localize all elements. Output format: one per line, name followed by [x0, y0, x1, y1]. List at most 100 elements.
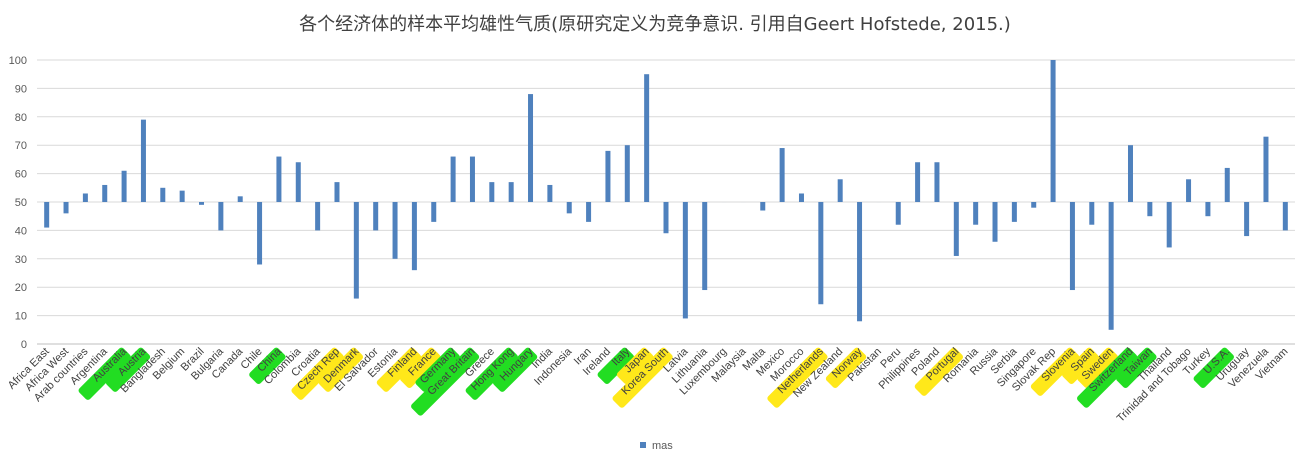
legend: mas — [640, 440, 673, 452]
bar-taiwan — [1147, 202, 1153, 217]
bar-netherlands — [818, 202, 824, 305]
legend-label: mas — [652, 440, 673, 452]
bar-korea-south — [663, 202, 669, 234]
bar-new-zealand — [837, 179, 843, 202]
highlight-sweden — [1077, 347, 1118, 388]
bar-iran — [586, 202, 592, 222]
y-tick-label: 0 — [21, 339, 27, 351]
legend-swatch — [640, 442, 646, 448]
bar-india — [547, 184, 553, 202]
bar-germany — [450, 156, 456, 202]
bar-el-salvador — [373, 202, 379, 231]
bar-great-britain — [469, 156, 475, 202]
bar-austria — [140, 119, 146, 202]
bar-switzerland — [1127, 145, 1133, 202]
y-tick-label: 60 — [15, 169, 27, 181]
bar-arab-countries — [82, 193, 88, 202]
bar-venezuela — [1263, 136, 1269, 202]
highlight-italy — [597, 347, 634, 384]
bar-u-s-a- — [1224, 167, 1230, 202]
bar-spain — [1089, 202, 1095, 225]
bar-turkey — [1205, 202, 1211, 217]
bar-romania — [973, 202, 979, 225]
bar-norway — [857, 202, 863, 322]
bar-france — [431, 202, 437, 222]
bar-hungary — [528, 94, 534, 202]
highlight-switzerland — [1077, 347, 1138, 408]
bar-australia — [121, 170, 127, 202]
highlight-taiwan — [1116, 347, 1157, 388]
bar-portugal — [953, 202, 959, 256]
highlight-germany — [415, 347, 460, 392]
bar-slovenia — [1069, 202, 1075, 291]
bars — [44, 60, 1288, 330]
bar-vietnam — [1282, 202, 1288, 231]
bar-colombia — [295, 162, 301, 202]
highlight-korea-south — [612, 347, 673, 408]
bar-ireland — [605, 150, 611, 202]
bar-sweden — [1108, 202, 1114, 330]
bar-serbia — [1011, 202, 1017, 222]
y-tick-label: 90 — [15, 83, 27, 95]
bar-bulgaria — [218, 202, 224, 231]
highlight-japan — [616, 347, 654, 384]
highlight-czech-rep — [291, 347, 344, 400]
bar-japan — [644, 74, 650, 202]
bar-morocco — [798, 193, 804, 202]
bar-uruguay — [1244, 202, 1250, 237]
bar-estonia — [392, 202, 398, 259]
highlight-netherlands — [767, 347, 828, 408]
y-tick-label: 30 — [15, 254, 27, 266]
bar-bangladesh — [160, 187, 166, 202]
y-tick-label: 40 — [15, 225, 27, 237]
highlight-slovenia — [1030, 347, 1080, 396]
bar-canada — [237, 196, 243, 202]
bar-malta — [760, 202, 766, 211]
highlight-australia — [78, 347, 131, 400]
highlight-austria — [105, 347, 151, 392]
bar-croatia — [315, 202, 321, 231]
bar-greece — [489, 182, 495, 202]
highlight-hungary — [492, 347, 538, 392]
y-tick-label: 70 — [15, 140, 27, 152]
highlight-great-britain — [411, 347, 480, 416]
bar-chile — [257, 202, 263, 265]
bar-thailand — [1166, 202, 1172, 248]
y-tick-label: 50 — [15, 197, 27, 209]
highlight-portugal — [914, 347, 964, 396]
bar-trinidad-and-tobago — [1186, 179, 1192, 202]
highlight-finland — [376, 347, 422, 392]
bar-finland — [411, 202, 417, 271]
highlight-france — [400, 347, 441, 388]
bar-africa-west — [63, 202, 69, 214]
bar-italy — [624, 145, 630, 202]
bar-lithuania — [702, 202, 708, 291]
bar-argentina — [102, 184, 108, 202]
highlight-spain — [1062, 347, 1099, 384]
y-axis: 0 10 20 30 40 50 60 70 80 90 100 — [9, 55, 27, 351]
chart-title: 各个经济体的样本平均雄性气质(原研究定义为竞争意识. 引用自Geert Hofs… — [299, 14, 1011, 35]
bar-denmark — [353, 202, 359, 299]
highlight-china — [249, 347, 286, 384]
bar-belgium — [179, 190, 185, 202]
y-tick-label: 10 — [15, 311, 27, 323]
highlight-norway — [825, 347, 867, 388]
bar-indonesia — [566, 202, 572, 214]
y-tick-label: 80 — [15, 112, 27, 124]
highlight-hong-kong — [465, 347, 518, 400]
bar-africa-east — [44, 202, 50, 228]
bar-hong-kong — [508, 182, 514, 202]
bar-china — [276, 156, 282, 202]
bar-poland — [934, 162, 940, 202]
bar-czech-rep — [334, 182, 340, 202]
bar-russia — [992, 202, 998, 242]
y-tick-label: 20 — [15, 282, 27, 294]
bar-mexico — [779, 148, 785, 202]
bar-philippines — [915, 162, 921, 202]
y-tick-label: 100 — [9, 55, 27, 67]
bar-slovak-rep — [1050, 60, 1056, 202]
highlight-denmark — [318, 347, 364, 392]
category-highlights — [78, 347, 1234, 416]
